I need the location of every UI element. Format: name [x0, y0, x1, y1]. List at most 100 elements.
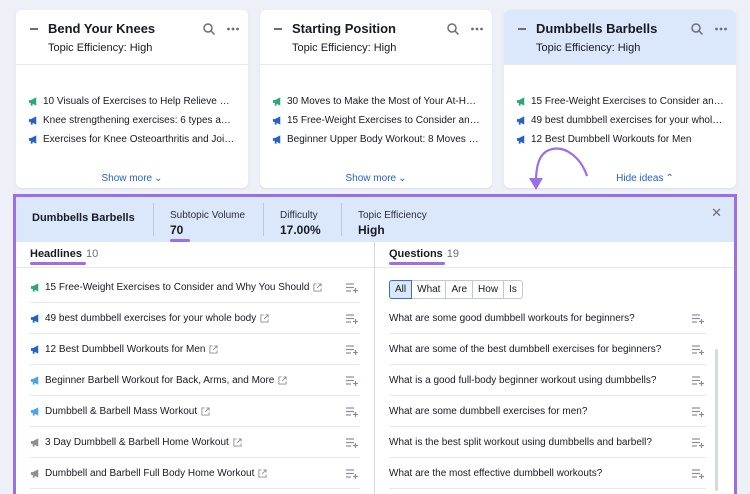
add-to-list-icon[interactable] — [692, 437, 704, 448]
add-to-list-icon[interactable] — [346, 344, 358, 355]
collapse-dash-icon[interactable] — [274, 27, 282, 30]
idea-item[interactable]: 49 best dumbbell exercises for your whol… — [516, 111, 724, 130]
headline-row[interactable]: Beginner Barbell Workout for Back, Arms,… — [30, 365, 360, 396]
collapse-dash-icon[interactable] — [518, 27, 526, 30]
question-text[interactable]: What are the most effective dumbbell wor… — [389, 467, 603, 479]
external-link-icon[interactable] — [258, 468, 267, 478]
question-text[interactable]: What is the best split workout using dum… — [389, 436, 652, 448]
search-icon[interactable] — [202, 22, 216, 36]
idea-item[interactable]: 30 Moves to Make the Most of Your At-Hom… — [272, 92, 480, 111]
megaphone-icon — [28, 97, 37, 106]
volume-value: 70 — [170, 223, 184, 237]
add-to-list-icon[interactable] — [346, 468, 358, 479]
question-text[interactable]: What are some dumbbell exercises for men… — [389, 405, 588, 417]
headline-text[interactable]: Dumbbell and Barbell Full Body Home Work… — [45, 467, 255, 479]
collapse-dash-icon[interactable] — [30, 27, 38, 30]
headline-row[interactable]: 15 Free-Weight Exercises to Consider and… — [30, 272, 360, 303]
filter-is[interactable]: Is — [503, 280, 523, 299]
megaphone-icon — [30, 406, 39, 416]
headline-text[interactable]: Beginner Barbell Workout for Back, Arms,… — [45, 374, 275, 386]
show-more-link[interactable]: Show more ⌄ — [101, 173, 163, 184]
headline-text[interactable]: 3 Day Dumbbell & Barbell Home Workout — [45, 436, 229, 448]
add-to-list-icon[interactable] — [692, 313, 704, 324]
more-options-icon[interactable] — [714, 22, 728, 36]
close-icon[interactable]: ✕ — [711, 205, 722, 220]
question-text[interactable]: What are some good dumbbell workouts for… — [389, 312, 635, 324]
idea-item[interactable]: 15 Free-Weight Exercises to Consider and… — [272, 111, 480, 130]
card-title: Bend Your Knees — [48, 21, 156, 36]
question-row[interactable]: What are some of the best dumbbell exerc… — [389, 334, 706, 365]
volume-label: Subtopic Volume — [170, 210, 246, 221]
topic-card-starting-position[interactable]: Starting Position Topic Efficiency: High… — [260, 10, 492, 188]
add-to-list-icon[interactable] — [346, 437, 358, 448]
question-row[interactable]: What are the most effective dumbbell wor… — [389, 458, 706, 489]
question-row[interactable]: What is the best split workout using dum… — [389, 427, 706, 458]
external-link-icon[interactable] — [278, 375, 287, 385]
filter-what[interactable]: What — [411, 280, 447, 299]
megaphone-icon — [516, 97, 525, 106]
headline-row[interactable]: 49 best dumbbell exercises for your whol… — [30, 303, 360, 334]
efficiency-value: High — [358, 223, 385, 237]
headline-text[interactable]: 12 Best Dumbbell Workouts for Men — [45, 343, 206, 355]
headline-row[interactable]: 3 Day Dumbbell & Barbell Home Workout — [30, 427, 360, 458]
megaphone-icon — [30, 468, 39, 478]
question-row[interactable]: What is a good full-body beginner workou… — [389, 365, 706, 396]
hide-ideas-link[interactable]: Hide ideas ⌃ — [616, 173, 674, 184]
filter-all[interactable]: All — [389, 280, 413, 299]
external-link-icon[interactable] — [313, 282, 322, 292]
chevron-down-icon: ⌄ — [398, 173, 407, 184]
add-to-list-icon[interactable] — [692, 406, 704, 417]
headlines-header[interactable]: Headlines 10 — [30, 248, 99, 260]
headline-text[interactable]: Dumbbell & Barbell Mass Workout — [45, 405, 198, 417]
filter-how[interactable]: How — [472, 280, 505, 299]
add-to-list-icon[interactable] — [692, 344, 704, 355]
add-to-list-icon[interactable] — [346, 406, 358, 417]
idea-item[interactable]: 10 Visuals of Exercises to Help Relieve … — [28, 92, 236, 111]
headline-text[interactable]: 15 Free-Weight Exercises to Consider and… — [45, 281, 310, 293]
idea-item[interactable]: 12 Best Dumbbell Workouts for Men — [516, 130, 724, 149]
search-icon[interactable] — [690, 22, 704, 36]
add-to-list-icon[interactable] — [692, 375, 704, 386]
add-to-list-icon[interactable] — [346, 282, 358, 293]
questions-column: Questions 19 All What Are How Is What are so… — [375, 242, 734, 494]
headline-row[interactable]: Dumbbell & Barbell Mass Workout — [30, 396, 360, 427]
idea-item[interactable]: 15 Free-Weight Exercises to Consider and… — [516, 92, 724, 111]
headline-row[interactable]: Dumbbell and Barbell Full Body Home Work… — [30, 458, 360, 489]
card-efficiency: Topic Efficiency: High — [292, 42, 397, 54]
megaphone-icon — [272, 97, 281, 106]
idea-item[interactable]: Beginner Upper Body Workout: 8 Moves to … — [272, 130, 480, 149]
external-link-icon[interactable] — [201, 406, 210, 416]
questions-header[interactable]: Questions 19 — [389, 248, 460, 260]
idea-item[interactable]: Knee strengthening exercises: 6 types an… — [28, 111, 236, 130]
card-title: Starting Position — [292, 21, 396, 36]
question-row[interactable]: What are some dumbbell exercises for men… — [389, 396, 706, 427]
more-options-icon[interactable] — [226, 22, 240, 36]
difficulty-label: Difficulty — [280, 210, 318, 221]
question-text[interactable]: What is a good full-body beginner workou… — [389, 374, 657, 386]
headline-row[interactable]: 12 Best Dumbbell Workouts for Men — [30, 334, 360, 365]
external-link-icon[interactable] — [209, 344, 219, 354]
more-options-icon[interactable] — [470, 22, 484, 36]
scrollbar[interactable] — [715, 349, 718, 491]
external-link-icon[interactable] — [233, 437, 242, 447]
topic-card-bend-your-knees[interactable]: Bend Your Knees Topic Efficiency: High 1… — [16, 10, 248, 188]
search-icon[interactable] — [446, 22, 460, 36]
add-to-list-icon[interactable] — [692, 468, 704, 479]
question-text[interactable]: What are some of the best dumbbell exerc… — [389, 343, 662, 355]
questions-underline — [389, 262, 445, 265]
add-to-list-icon[interactable] — [346, 313, 358, 324]
show-more-link[interactable]: Show more ⌄ — [345, 173, 407, 184]
megaphone-icon — [30, 375, 39, 385]
topic-card-dumbbells-barbells[interactable]: Dumbbells Barbells Topic Efficiency: Hig… — [504, 10, 736, 188]
headlines-underline — [30, 262, 86, 265]
headline-text[interactable]: 49 best dumbbell exercises for your whol… — [45, 312, 257, 324]
card-efficiency: Topic Efficiency: High — [48, 42, 153, 54]
external-link-icon[interactable] — [260, 313, 269, 323]
card-header: Starting Position Topic Efficiency: High — [260, 10, 492, 65]
filter-are[interactable]: Are — [445, 280, 474, 299]
headlines-column: Headlines 10 15 Free-Weight Exercises to… — [16, 242, 375, 494]
question-row[interactable]: What are some good dumbbell workouts for… — [389, 303, 706, 334]
card-title: Dumbbells Barbells — [536, 21, 658, 36]
add-to-list-icon[interactable] — [346, 375, 358, 386]
idea-item[interactable]: Exercises for Knee Osteoarthritis and Jo… — [28, 130, 236, 149]
